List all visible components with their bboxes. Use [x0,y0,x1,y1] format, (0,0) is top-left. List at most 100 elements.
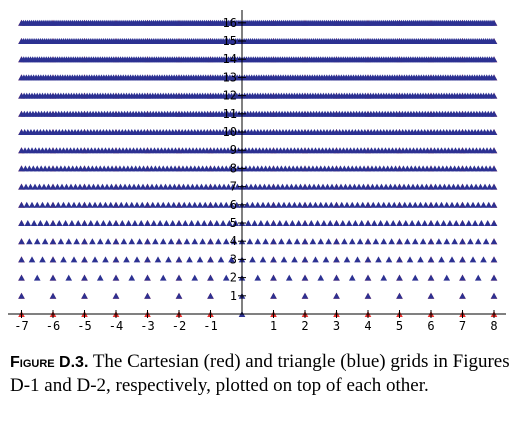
blue-grid-point [490,183,498,190]
blue-grid-point [159,274,167,281]
blue-grid-point [261,183,268,190]
blue-grid-point [131,220,139,226]
blue-grid-point [291,201,298,208]
blue-grid-point [60,256,67,263]
blue-grid-point [480,256,487,263]
blue-grid-point [486,183,493,190]
blue-grid-point [49,238,57,245]
y-tick-label: 16 [223,16,237,30]
blue-grid-point [175,238,183,245]
blue-grid-point [346,183,354,190]
blue-grid-point [289,220,296,226]
blue-grid-point [102,256,109,263]
blue-grid-point [156,220,164,226]
blue-grid-point [87,220,95,226]
blue-grid-point [348,238,356,245]
blue-grid-point [33,238,41,245]
blue-grid-point [256,183,264,190]
blue-grid-point [280,256,288,263]
blue-grid-point [474,238,482,245]
blue-grid-point [405,183,412,190]
blue-grid-point [490,165,498,172]
blue-grid-point [312,201,319,208]
blue-grid-point [472,183,480,190]
blue-grid-point [86,201,94,208]
blue-grid-point [490,74,498,81]
blue-grid-point [427,256,435,263]
blue-grid-point [232,220,239,226]
blue-grid-point [382,183,390,190]
blue-grid-point [138,201,146,208]
blue-grid-point [68,220,76,226]
blue-grid-point [270,201,277,208]
blue-grid-point [415,220,422,226]
x-tick-label: -2 [172,319,186,333]
blue-grid-point [126,183,133,190]
blue-grid-point [123,201,130,208]
blue-grid-point [144,183,151,190]
blue-grid-point [72,183,79,190]
blue-grid-point [322,256,330,263]
blue-grid-point [263,220,271,226]
blue-grid-point [328,183,336,190]
blue-grid-point [459,220,466,226]
blue-grid-point [49,201,57,208]
blue-grid-point [81,292,88,299]
blue-grid-point [136,238,143,245]
blue-grid-point [490,256,498,263]
blue-grid-point [225,183,232,190]
blue-grid-point [301,201,309,208]
y-tick-label: 13 [223,70,237,84]
blue-grid-point [251,220,258,226]
blue-grid-point [400,183,408,190]
blue-grid-point [380,274,388,281]
blue-grid-point [183,238,191,245]
x-tick-label: -4 [109,319,123,333]
blue-grid-point [194,220,202,226]
blue-grid-point [419,238,427,245]
blue-grid-point [112,256,120,263]
blue-grid-point [193,183,201,190]
blue-grid-point [175,256,183,263]
blue-grid-point [359,201,367,208]
blue-grid-point [396,238,403,245]
blue-grid-point [459,238,466,245]
blue-grid-point [333,220,340,226]
blue-grid-point [154,201,162,208]
blue-grid-point [389,220,397,226]
blue-grid-point [490,201,498,208]
blue-grid-point [396,201,403,208]
blue-grid-point [427,238,435,245]
blue-grid-point [443,238,451,245]
blue-grid-point [469,201,477,208]
blue-grid-point [387,183,394,190]
blue-grid-point [308,220,315,226]
blue-grid-point [152,238,159,245]
blue-grid-point [301,274,309,281]
blue-grid-point [112,220,120,226]
blue-grid-point [175,183,183,190]
blue-grid-point [427,292,435,299]
blue-grid-point [396,183,403,190]
blue-grid-point [49,274,57,281]
blue-grid-point [144,256,151,263]
blue-grid-point [243,183,250,190]
blue-grid-point [81,220,88,226]
blue-grid-point [383,220,391,226]
blue-grid-point [39,256,46,263]
blue-grid-point [28,256,36,263]
blue-grid-point [18,274,25,281]
blue-grid-point [291,256,298,263]
blue-grid-point [427,220,435,226]
blue-grid-point [148,183,156,190]
blue-grid-point [108,183,115,190]
blue-grid-point [490,38,498,44]
blue-grid-point [478,220,485,226]
blue-grid-point [452,220,460,226]
blue-grid-point [65,201,73,208]
blue-grid-point [490,56,498,63]
blue-grid-point [23,201,31,208]
blue-grid-point [252,183,259,190]
blue-grid-point [459,256,466,263]
blue-grid-point [166,183,174,190]
